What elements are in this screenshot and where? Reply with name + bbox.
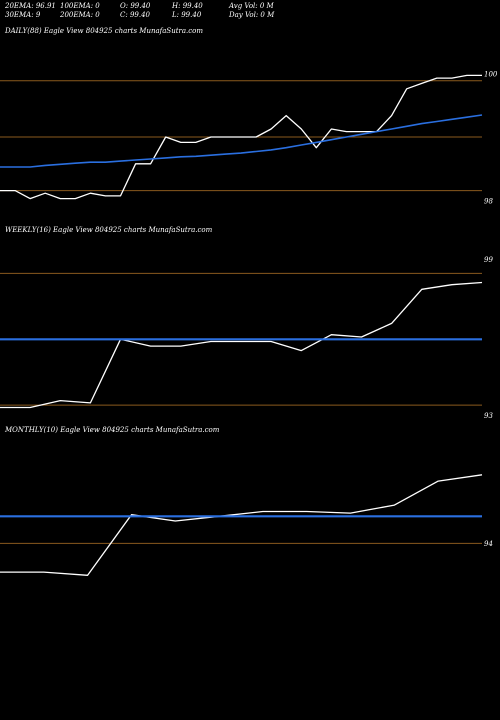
weekly-panel-label: WEEKLY(16) Eagle View 804925 charts Muna…	[5, 226, 213, 234]
close-readout: C: 99.40	[120, 11, 150, 19]
weekly-tick-label-1: 93	[484, 412, 493, 420]
day-vol-readout: Day Vol: 0 M	[229, 11, 275, 19]
daily-series-ema-line	[0, 114, 483, 168]
daily-panel-label: DAILY(88) Eagle View 804925 charts Munaf…	[5, 27, 204, 35]
low-readout: L: 99.40	[172, 11, 202, 19]
ema200-readout: 200EMA: 0	[60, 11, 100, 19]
weekly-tick-label-0: 99	[484, 256, 493, 264]
daily-tick-label-0: 100	[484, 70, 498, 78]
high-readout: H: 99.40	[172, 2, 203, 10]
ema30-readout: 30EMA: 9	[5, 11, 41, 19]
ema100-readout: 100EMA: 0	[60, 2, 100, 10]
daily-series-price-line	[0, 74, 482, 200]
monthly-panel-label: MONTHLY(10) Eagle View 804925 charts Mun…	[5, 426, 220, 434]
daily-tick-label-1: 98	[484, 198, 493, 206]
open-readout: O: 99.40	[120, 2, 151, 10]
ema20-readout: 20EMA: 96.91	[5, 2, 56, 10]
monthly-tick-label-0: 94	[484, 540, 493, 548]
monthly-series-price-line	[0, 474, 483, 576]
weekly-series-price-line	[0, 281, 483, 409]
avg-vol-readout: Avg Vol: 0 M	[229, 2, 274, 10]
